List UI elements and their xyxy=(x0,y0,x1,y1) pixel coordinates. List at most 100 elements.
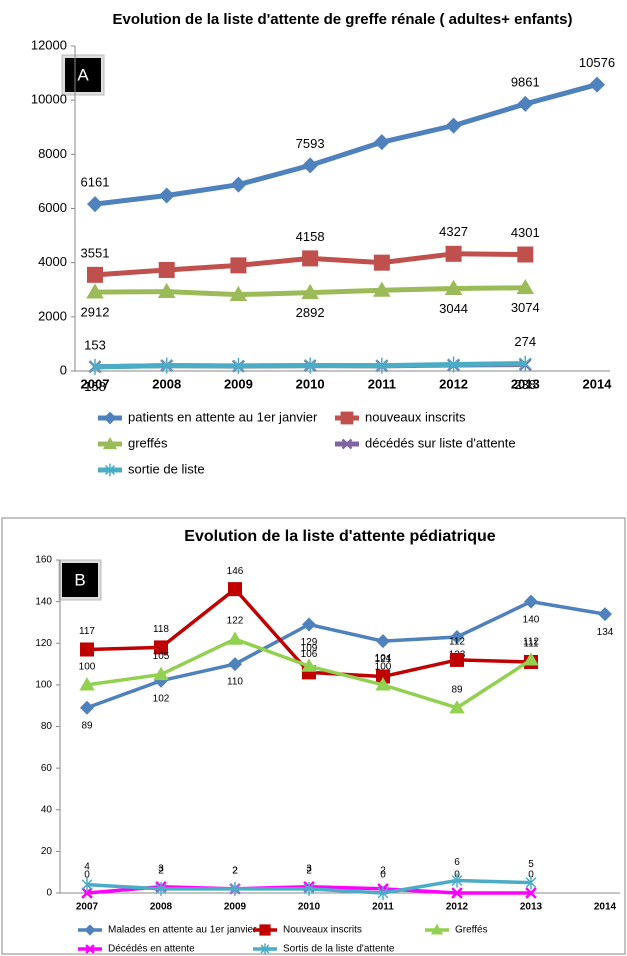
x-tick-label: 2009 xyxy=(224,902,247,913)
marker xyxy=(230,257,247,274)
legend-label: Nouveaux inscrits xyxy=(283,925,362,936)
data-label: 4 xyxy=(84,861,90,872)
y-tick-label: 40 xyxy=(41,804,53,815)
x-tick-label: 2008 xyxy=(150,902,173,913)
series-line xyxy=(94,82,598,207)
x-tick-label: 2010 xyxy=(296,376,325,391)
panel-box xyxy=(65,58,101,92)
marker xyxy=(87,196,103,213)
y-tick-label: 60 xyxy=(41,763,53,774)
data-label: 2 xyxy=(380,865,386,876)
marker xyxy=(376,634,390,649)
x-tick-label: 2007 xyxy=(76,902,99,913)
y-tick-label: 120 xyxy=(35,638,52,649)
data-label: 122 xyxy=(227,616,244,627)
y-tick-label: 0 xyxy=(60,362,67,377)
data-label: 4327 xyxy=(439,224,468,239)
y-tick-label: 100 xyxy=(35,680,52,691)
marker xyxy=(525,887,537,899)
x-tick-label: 2014 xyxy=(594,902,617,913)
data-label: 109 xyxy=(301,643,318,654)
marker xyxy=(523,652,539,666)
marker xyxy=(87,266,103,283)
y-tick-label: 2000 xyxy=(38,308,67,323)
marker xyxy=(302,617,316,632)
marker xyxy=(376,669,390,684)
data-label: 158 xyxy=(84,379,106,394)
x-tick-label: 2009 xyxy=(224,376,253,391)
legend-label: greffés xyxy=(128,435,168,450)
data-label: 3 xyxy=(306,863,312,874)
chart-frame xyxy=(1,517,626,955)
x-tick-label: 2012 xyxy=(446,902,469,913)
data-label: 106 xyxy=(301,649,318,660)
data-label: 112 xyxy=(449,637,465,648)
marker xyxy=(79,677,95,691)
legend-label: Greffés xyxy=(455,925,488,936)
x-tick-label: 2013 xyxy=(511,376,540,391)
data-label: 0 xyxy=(380,870,386,881)
marker xyxy=(229,285,248,302)
series-line xyxy=(86,599,606,710)
legend-label: nouveaux inscrits xyxy=(365,409,466,424)
legend-label: Sortis de la liste d'attente xyxy=(283,944,395,955)
marker xyxy=(445,245,462,262)
data-label: 2 xyxy=(306,865,312,876)
marker xyxy=(153,666,169,681)
legend-label: Malades en attente au 1er janvier xyxy=(108,925,257,936)
data-label: 89 xyxy=(451,684,463,695)
y-tick-label: 0 xyxy=(46,888,52,899)
x-tick-label: 2010 xyxy=(298,902,321,913)
marker xyxy=(450,652,464,667)
marker xyxy=(80,700,94,715)
marker xyxy=(81,877,93,892)
chart-title: Evolution de la liste d'attente pédiatri… xyxy=(184,528,496,545)
y-tick-label: 4000 xyxy=(38,254,67,269)
data-label: 100 xyxy=(375,662,392,673)
data-label: 0 xyxy=(528,870,534,881)
x-tick-label: 2011 xyxy=(368,376,396,391)
x-tick-label: 2011 xyxy=(372,902,394,913)
marker xyxy=(375,677,391,691)
marker xyxy=(160,357,173,374)
marker xyxy=(524,594,538,609)
marker xyxy=(154,640,168,655)
y-tick-label: 20 xyxy=(41,846,53,857)
data-label: 4301 xyxy=(511,225,540,240)
data-label: 10576 xyxy=(579,55,615,70)
data-label: 2912 xyxy=(81,305,110,320)
data-label: 121 xyxy=(375,654,392,665)
data-label: 3551 xyxy=(81,245,110,260)
data-label: 129 xyxy=(301,637,318,648)
data-label: 6161 xyxy=(81,175,110,190)
marker xyxy=(81,887,93,899)
data-label: 140 xyxy=(523,614,540,625)
legend-marker xyxy=(340,411,354,425)
marker xyxy=(519,355,532,372)
data-label: 2892 xyxy=(296,305,325,320)
marker xyxy=(375,357,388,374)
data-label: 118 xyxy=(153,624,169,635)
marker xyxy=(86,283,104,299)
panel-box xyxy=(62,563,98,597)
marker xyxy=(229,881,241,896)
marker xyxy=(232,357,245,374)
data-label: 117 xyxy=(79,626,95,637)
y-tick-label: 140 xyxy=(35,596,52,607)
legend-marker xyxy=(260,943,270,955)
data-label: 153 xyxy=(84,337,106,352)
y-tick-label: 80 xyxy=(41,721,53,732)
marker xyxy=(377,886,389,900)
marker xyxy=(302,250,319,267)
data-label: 146 xyxy=(227,566,244,577)
data-label: 134 xyxy=(597,627,614,638)
marker xyxy=(451,887,463,899)
data-label: 6 xyxy=(454,857,460,868)
marker xyxy=(444,279,463,295)
data-label: 105 xyxy=(153,651,170,662)
data-label: 7593 xyxy=(296,136,325,151)
marker xyxy=(80,642,94,657)
legend-marker xyxy=(85,944,95,954)
